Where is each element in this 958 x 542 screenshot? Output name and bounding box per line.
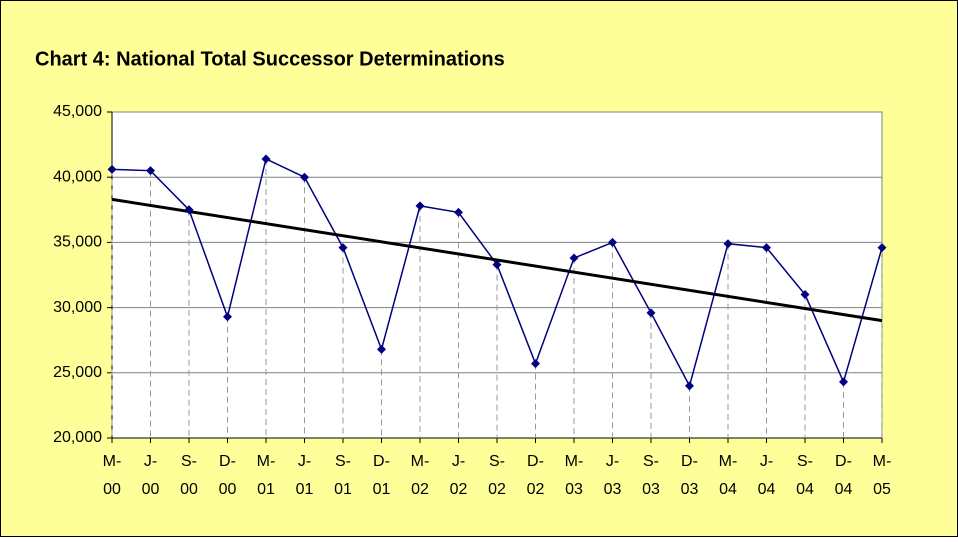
marker: [569, 253, 579, 263]
y-tick-label: 25,000: [53, 364, 102, 381]
y-tick-label: 40,000: [53, 168, 102, 185]
marker: [762, 243, 771, 253]
marker: [800, 290, 810, 300]
marker: [184, 205, 194, 215]
marker: [646, 308, 656, 318]
marker: [839, 377, 848, 387]
x-tick-label: J-: [144, 453, 157, 470]
x-tick-label: M-: [565, 453, 584, 470]
x-tick-label: 03: [642, 481, 660, 498]
x-tick-label: M-: [411, 453, 430, 470]
marker: [492, 260, 502, 270]
x-tick-label: 02: [450, 481, 468, 498]
marker: [223, 312, 232, 322]
y-tick-label: 30,000: [53, 299, 102, 316]
x-tick-label: 01: [296, 481, 314, 498]
x-tick-label: 00: [103, 481, 121, 498]
marker: [415, 201, 425, 211]
x-tick-label: S-: [489, 453, 505, 470]
x-tick-label: 01: [334, 481, 352, 498]
x-tick-label: 04: [719, 481, 737, 498]
marker: [454, 207, 463, 217]
x-tick-label: D-: [373, 453, 390, 470]
x-tick-label: 04: [835, 481, 853, 498]
marker: [877, 243, 887, 253]
x-tick-label: D-: [681, 453, 698, 470]
x-tick-label: M-: [103, 453, 122, 470]
marker: [377, 344, 386, 354]
x-tick-label: S-: [335, 453, 351, 470]
trendline: [111, 197, 883, 323]
x-tick-label: 05: [873, 481, 891, 498]
x-tick-label: 00: [219, 481, 237, 498]
marker: [338, 243, 348, 253]
x-tick-label: J-: [452, 453, 465, 470]
marker: [300, 172, 309, 182]
x-tick-label: 03: [604, 481, 622, 498]
chart-title: Chart 4: National Total Successor Determ…: [35, 48, 505, 70]
x-tick-label: 04: [758, 481, 776, 498]
y-tick-label: 20,000: [53, 429, 102, 446]
x-tick-label: 02: [411, 481, 429, 498]
y-tick-label: 45,000: [53, 103, 102, 120]
x-tick-label: D-: [527, 453, 544, 470]
x-tick-label: M-: [873, 453, 892, 470]
marker: [531, 359, 540, 369]
marker: [685, 381, 694, 391]
x-tick-label: 01: [373, 481, 391, 498]
x-tick-label: M-: [257, 453, 276, 470]
x-tick-label: 00: [142, 481, 160, 498]
x-tick-label: 02: [488, 481, 506, 498]
x-tick-label: 04: [796, 481, 814, 498]
x-tick-label: S-: [797, 453, 813, 470]
marker: [723, 239, 733, 249]
x-tick-label: J-: [606, 453, 619, 470]
y-tick-label: 35,000: [53, 234, 102, 251]
x-tick-label: S-: [181, 453, 197, 470]
x-tick-label: D-: [835, 453, 852, 470]
x-tick-label: 01: [257, 481, 275, 498]
x-tick-label: D-: [219, 453, 236, 470]
marker: [146, 166, 155, 176]
x-tick-label: S-: [643, 453, 659, 470]
x-tick-label: M-: [719, 453, 738, 470]
x-tick-label: J-: [298, 453, 311, 470]
x-tick-label: 03: [565, 481, 583, 498]
x-tick-label: 00: [180, 481, 198, 498]
marker: [107, 164, 117, 174]
marker: [261, 154, 271, 164]
x-tick-label: 02: [527, 481, 545, 498]
x-tick-label: 03: [681, 481, 699, 498]
x-tick-label: J-: [760, 453, 773, 470]
marker: [608, 237, 617, 247]
